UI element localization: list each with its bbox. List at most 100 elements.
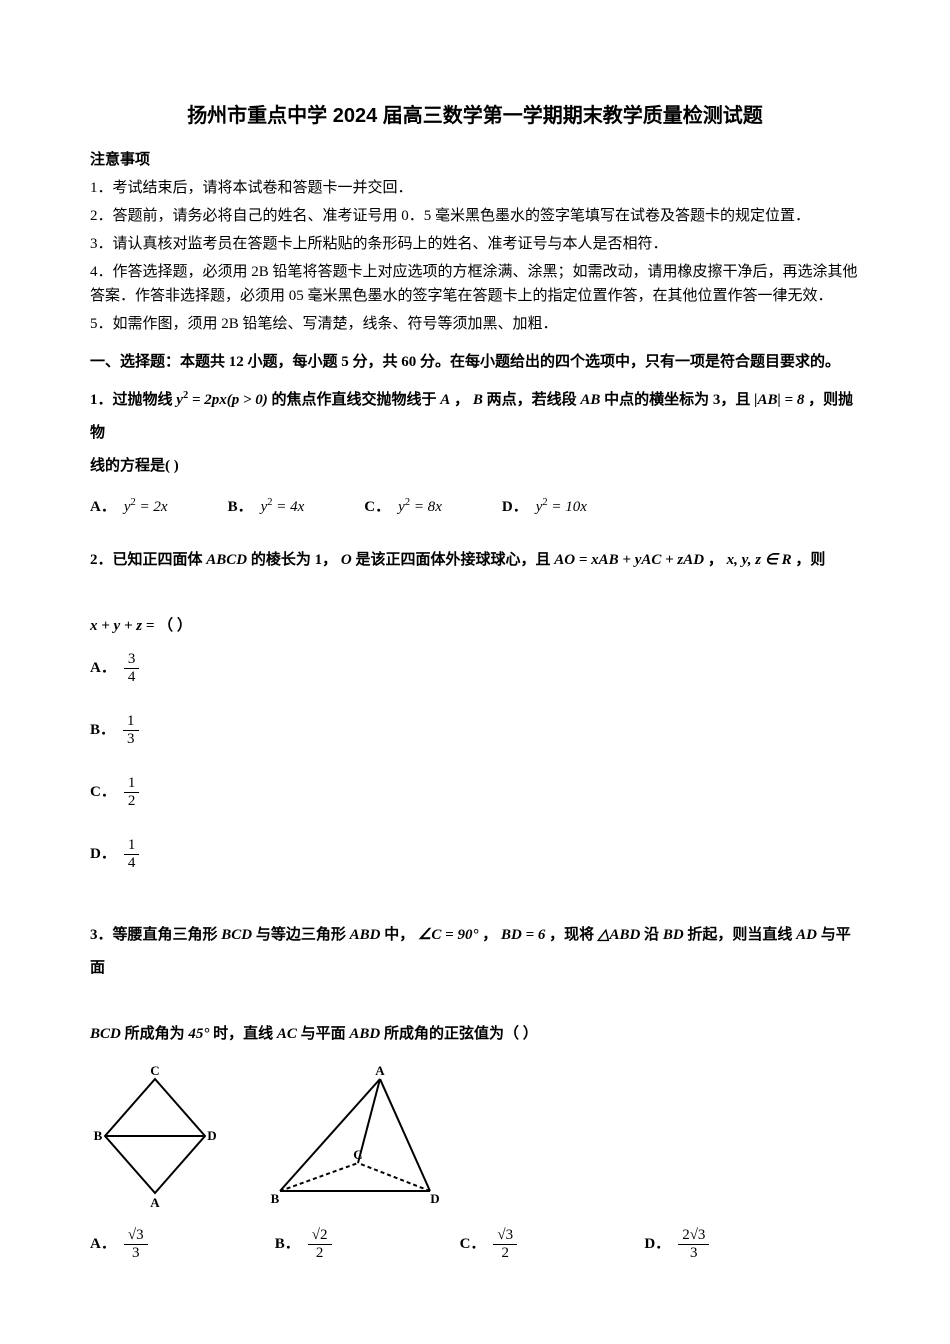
- denominator: 2: [308, 1245, 332, 1262]
- numerator: √3: [493, 1227, 517, 1245]
- page-title: 扬州市重点中学 2024 届高三数学第一学期期末教学质量检测试题: [90, 100, 860, 132]
- math-expr: AO = xAB + yAC + zAD: [554, 552, 704, 568]
- fraction: √2 2: [308, 1227, 332, 1261]
- math-expr: ABD: [349, 1026, 380, 1042]
- text: y: [176, 392, 183, 408]
- question-stem: 2．已知正四面体 ABCD 的棱长为 1， O 是该正四面体外接球球心，且 AO…: [90, 544, 860, 643]
- numerator: √3: [124, 1227, 148, 1245]
- choices: A． √3 3 B． √2 2 C． √3 2 D． 2√3 3: [90, 1227, 860, 1261]
- fraction: 3 4: [124, 651, 140, 685]
- choice-label: B．: [90, 714, 115, 747]
- math-expr: ABCD: [206, 552, 247, 568]
- choice-label: C．: [460, 1228, 486, 1261]
- choice-a[interactable]: A． 3 4: [90, 651, 460, 685]
- numerator: √2: [308, 1227, 332, 1245]
- text: ，: [454, 392, 469, 408]
- choice-value: y2 = 8x: [398, 491, 442, 524]
- fig-label-a: A: [375, 1063, 385, 1078]
- text: 所成角的正弦值为（ ）: [384, 1026, 538, 1042]
- numerator: 3: [124, 651, 140, 669]
- math-expr: y2 = 2px(p > 0): [176, 392, 268, 408]
- math-expr: BCD: [90, 1026, 121, 1042]
- notice-line: 5．如需作图，须用 2B 铅笔绘、写清楚，线条、符号等须加黑、加粗．: [90, 312, 860, 336]
- text: 3．等腰直角三角形: [90, 927, 221, 943]
- choice-c[interactable]: C． √3 2: [460, 1227, 629, 1261]
- choice-a[interactable]: A． √3 3: [90, 1227, 259, 1261]
- diagram-row: C B D A A B D C: [90, 1061, 860, 1211]
- choice-value: y2 = 2x: [124, 491, 168, 524]
- choice-label: A．: [90, 1228, 116, 1261]
- text: 与平面: [301, 1026, 350, 1042]
- text: 的棱长为 1，: [251, 552, 337, 568]
- text: 两点，若线段: [487, 392, 581, 408]
- diagram-fold: A B D C: [260, 1061, 450, 1211]
- choice-b[interactable]: B． y2 = 4x: [228, 491, 305, 524]
- math-expr: O: [341, 552, 352, 568]
- choice-value: y2 = 4x: [261, 491, 305, 524]
- choice-label: D．: [90, 838, 116, 871]
- text: （ ）: [158, 618, 192, 634]
- text: AB: [757, 392, 777, 408]
- fraction: 1 2: [124, 775, 140, 809]
- question-3: 3．等腰直角三角形 BCD 与等边三角形 ABD 中， ∠C = 90° ， B…: [90, 919, 860, 1261]
- choice-b[interactable]: B． 1 3: [90, 713, 460, 747]
- text: 线的方程是( ): [90, 458, 179, 474]
- math-expr: AB: [580, 392, 600, 408]
- choice-label: C．: [364, 491, 390, 524]
- notice-label: 注意事项: [90, 148, 860, 172]
- text: 中，: [384, 927, 414, 943]
- choice-a[interactable]: A． y2 = 2x: [90, 491, 168, 524]
- notice-line: 1．考试结束后，请将本试卷和答题卡一并交回．: [90, 176, 860, 200]
- choice-d[interactable]: D． 1 4: [90, 837, 460, 871]
- choice-label: B．: [275, 1228, 300, 1261]
- text: 与等边三角形: [256, 927, 350, 943]
- text: ，: [708, 552, 723, 568]
- denominator: 4: [124, 855, 140, 872]
- question-2: 2．已知正四面体 ABCD 的棱长为 1， O 是该正四面体外接球球心，且 AO…: [90, 544, 860, 899]
- choice-label: D．: [502, 491, 528, 524]
- choices: A． y2 = 2x B． y2 = 4x C． y2 = 8x D． y2 =…: [90, 491, 860, 524]
- fraction: √3 2: [493, 1227, 517, 1261]
- question-1: 1．过抛物线 y2 = 2px(p > 0) 的焦点作直线交抛物线于 A ， B…: [90, 384, 860, 524]
- fraction: 1 4: [124, 837, 140, 871]
- math-expr: A: [440, 392, 450, 408]
- denominator: 3: [678, 1245, 709, 1262]
- choice-label: A．: [90, 491, 116, 524]
- math-expr: BD = 6: [501, 927, 545, 943]
- choice-d[interactable]: D． y2 = 10x: [502, 491, 587, 524]
- math-expr: BCD: [221, 927, 252, 943]
- choice-d[interactable]: D． 2√3 3: [644, 1227, 813, 1261]
- diagram-rhombus: C B D A: [90, 1061, 220, 1211]
- numerator: 1: [124, 775, 140, 793]
- math-expr: x + y + z =: [90, 618, 154, 634]
- notice-line: 2．答题前，请务必将自己的姓名、准考证号用 0．5 毫米黑色墨水的签字笔填写在试…: [90, 204, 860, 228]
- text: 所成角为: [125, 1026, 189, 1042]
- fig-label-c: C: [353, 1147, 362, 1162]
- denominator: 3: [123, 731, 139, 748]
- numerator: 1: [124, 837, 140, 855]
- math-expr: x, y, z ∈ R: [727, 552, 792, 568]
- math-expr: B: [473, 392, 483, 408]
- math-expr: 45°: [188, 1026, 209, 1042]
- math-expr: BD: [663, 927, 684, 943]
- text: 的焦点作直线交抛物线于: [272, 392, 441, 408]
- math-expr: AD: [796, 927, 817, 943]
- math-expr: AC: [277, 1026, 297, 1042]
- numerator: 2√3: [678, 1227, 709, 1245]
- choice-c[interactable]: C． y2 = 8x: [364, 491, 442, 524]
- text: ，则: [795, 552, 825, 568]
- denominator: 3: [124, 1245, 148, 1262]
- text: 是该正四面体外接球球心，且: [355, 552, 554, 568]
- denominator: 2: [124, 793, 140, 810]
- text: 中点的横坐标为 3，且: [604, 392, 754, 408]
- denominator: 2: [493, 1245, 517, 1262]
- text: 时，直线: [213, 1026, 277, 1042]
- math-expr: △ABD: [598, 927, 640, 943]
- text: = 2px(p > 0): [188, 392, 268, 408]
- notice-line: 3．请认真核对监考员在答题卡上所粘贴的条形码上的姓名、准考证号与本人是否相符．: [90, 232, 860, 256]
- text: | = 8: [777, 392, 804, 408]
- choice-c[interactable]: C． 1 2: [90, 775, 460, 809]
- choice-b[interactable]: B． √2 2: [275, 1227, 444, 1261]
- fig-label-b: B: [271, 1191, 280, 1206]
- notice-line: 4．作答选择题，必须用 2B 铅笔将答题卡上对应选项的方框涂满、涂黑；如需改动，…: [90, 260, 860, 308]
